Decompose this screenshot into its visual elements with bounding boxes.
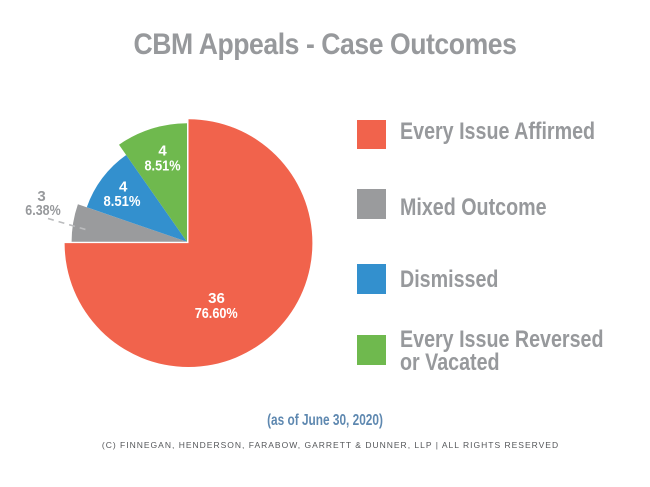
svg-text:8.51%: 8.51% <box>104 193 141 210</box>
svg-text:76.60%: 76.60% <box>195 305 238 322</box>
svg-text:36: 36 <box>208 290 225 307</box>
svg-text:4: 4 <box>158 143 167 160</box>
svg-text:3: 3 <box>37 188 45 205</box>
svg-text:6.38%: 6.38% <box>25 202 60 219</box>
svg-text:8.51%: 8.51% <box>145 157 181 174</box>
svg-text:4: 4 <box>119 178 128 195</box>
